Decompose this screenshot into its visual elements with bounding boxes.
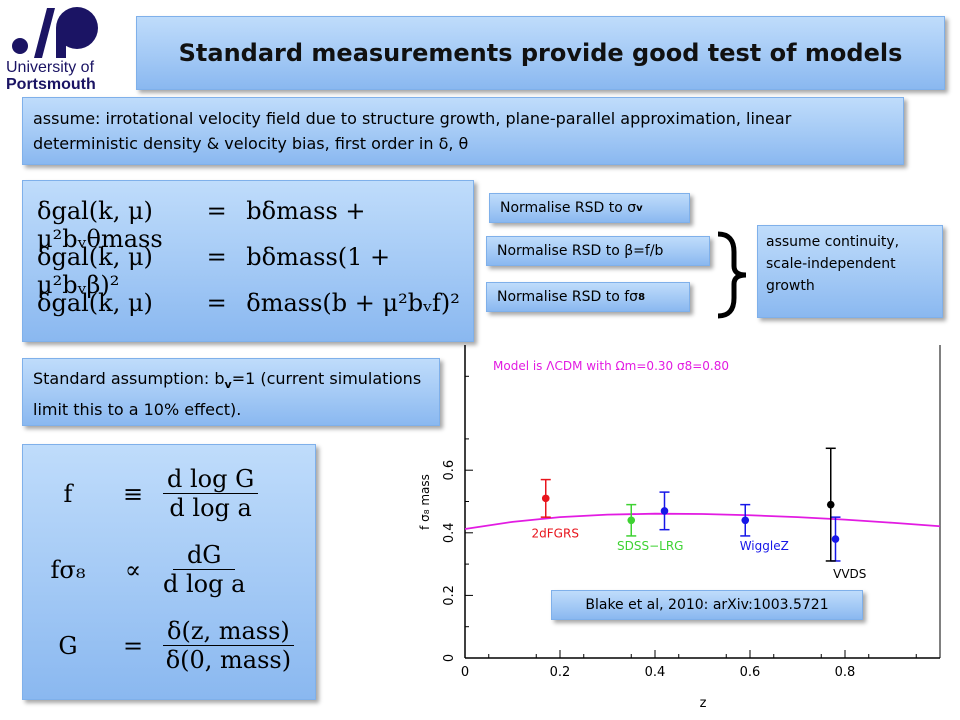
eq3-lhs: δgal(k, μ)	[37, 289, 153, 317]
slide-title-box: Standard measurements provide good test …	[136, 16, 945, 90]
eq2-op: =	[206, 243, 227, 271]
growth-equation-1: f ≡ d log G d log a	[33, 465, 313, 522]
standard-assumption-prefix: Standard assumption: b	[33, 369, 225, 388]
growth-eq3-op: =	[122, 631, 144, 660]
growth-equation-2: fσ₈ ∝ dG d log a	[33, 541, 313, 598]
assumptions-text: assume: irrotational velocity field due …	[33, 109, 792, 153]
eq2-lhs: δgal(k, μ)	[37, 243, 153, 271]
normalise-sigma-v-prefix: Normalise RSD to σ	[500, 200, 637, 216]
right-brace	[717, 231, 747, 319]
model-curve	[464, 512, 941, 530]
normalise-fsigma8-sub: 8	[638, 291, 646, 303]
x-tick-label: 0	[461, 665, 469, 680]
y-tick-label: 0	[442, 654, 457, 662]
citation-text: Blake et al, 2010: arXiv:1003.5721	[585, 597, 829, 613]
series-label: WiggleZ	[740, 539, 789, 553]
university-logo: University of Portsmouth	[4, 4, 129, 96]
y-tick-label: 0.4	[442, 522, 457, 543]
x-tick-label: 0.6	[740, 665, 761, 680]
growth-eq3-lhs: G	[58, 631, 78, 660]
logo-circle	[56, 7, 98, 49]
logo-mark	[12, 7, 98, 58]
rsd-equation-1: δgal(k, μ) = bδmass + μ²bᵥθmass	[37, 197, 467, 253]
x-axis-label: z	[700, 696, 707, 711]
standard-assumption-sub: v	[224, 378, 232, 392]
growth-eq3-num: δ(z, mass)	[163, 617, 294, 646]
data-point	[826, 500, 835, 509]
logo-slash	[34, 8, 55, 58]
standard-assumption-suffix: =1 (current simulations limit this to a …	[33, 369, 422, 420]
continuity-box: assume continuity, scale-independent gro…	[757, 225, 943, 318]
eq1-op: =	[206, 197, 227, 225]
growth-eq1-num: d log G	[163, 465, 259, 494]
rsd-equation-2: δgal(k, μ) = bδmass(1 + μ²bᵥβ)²	[37, 243, 467, 299]
standard-assumption-box: Standard assumption: bv=1 (current simul…	[22, 358, 440, 426]
normalise-beta-box: Normalise RSD to β=f/b	[486, 236, 710, 266]
data-point	[541, 494, 550, 503]
x-ticks: 0 0.2 0.4 0.6 0.8	[461, 650, 917, 680]
data-point	[741, 516, 750, 525]
eq1-lhs: δgal(k, μ)	[37, 197, 153, 225]
growth-eq1-den: d log a	[169, 494, 252, 522]
growth-eq1-op: ≡	[122, 479, 144, 508]
growth-equation-3: G = δ(z, mass) δ(0, mass)	[33, 617, 313, 674]
right-brace-path	[717, 231, 747, 319]
eq1-rhs: bδmass + μ²bᵥθmass	[37, 197, 366, 253]
normalise-fsigma8-box: Normalise RSD to fσ 8	[486, 282, 690, 312]
growth-eq1-frac: d log G d log a	[163, 465, 259, 522]
data-point	[660, 507, 669, 515]
growth-eq3-den: δ(0, mass)	[165, 646, 292, 674]
eq3-op: =	[206, 289, 227, 317]
logo-line2: Portsmouth	[6, 76, 96, 93]
growth-eq2-lhs: fσ₈	[50, 555, 86, 584]
normalise-fsigma8-prefix: Normalise RSD to fσ	[497, 289, 639, 305]
rsd-equation-3: δgal(k, μ) = δmass(b + μ²bᵥf)²	[37, 289, 467, 317]
x-tick-label: 0.8	[835, 665, 856, 680]
data-point	[831, 535, 840, 543]
y-ticks: 0 0.2 0.4 0.6	[442, 375, 473, 662]
growth-eq2-num: dG	[172, 541, 236, 570]
logo-stem	[56, 28, 66, 58]
growth-eq2-op: ∝	[124, 555, 142, 584]
rsd-equations-box: δgal(k, μ) = bδmass + μ²bᵥθmass δgal(k, …	[22, 180, 474, 342]
y-tick-label: 0.6	[442, 460, 457, 481]
x-tick-label: 0.4	[645, 665, 666, 680]
model-label: Model is ΛCDM with Ωm=0.30 σ8=0.80	[493, 359, 729, 373]
growth-eq2-frac: dG d log a	[163, 541, 245, 598]
x-tick-label: 0.2	[550, 665, 571, 680]
normalise-sigma-v-sub: v	[636, 202, 643, 214]
y-tick-label: 0.2	[442, 585, 457, 606]
logo-line1: University of	[6, 59, 95, 76]
slide-title: Standard measurements provide good test …	[178, 39, 903, 67]
growth-eq3-frac: δ(z, mass) δ(0, mass)	[163, 617, 294, 674]
citation-box: Blake et al, 2010: arXiv:1003.5721	[551, 590, 863, 620]
normalise-beta-text: Normalise RSD to β=f/b	[497, 243, 664, 259]
growth-eq2-den: d log a	[163, 570, 246, 598]
continuity-text: assume continuity, scale-independent gro…	[766, 234, 900, 294]
growth-equations-box: f ≡ d log G d log a fσ₈ ∝ dG d log a G =…	[22, 444, 316, 700]
growth-rate-chart: 0 0.2 0.4 0.6 0.8 0 0.2 0.4 0.6 Model is ΛCDM w…	[418, 345, 941, 711]
eq2-rhs: bδmass(1 + μ²bᵥβ)²	[37, 243, 391, 299]
series-label: VVDS	[833, 567, 866, 581]
growth-eq1-lhs: f	[63, 479, 73, 508]
assumptions-box: assume: irrotational velocity field due …	[22, 97, 904, 165]
logo-dot	[12, 38, 28, 54]
data-point	[627, 516, 636, 525]
series-label: 2dFGRS	[532, 526, 579, 540]
eq3-rhs: δmass(b + μ²bᵥf)²	[246, 289, 460, 317]
data-points: 2dFGRS SDSS−LRG WiggleZ VVDS	[532, 447, 866, 581]
y-axis-label: f σ₈ mass	[418, 474, 432, 530]
series-label: SDSS−LRG	[617, 539, 683, 553]
